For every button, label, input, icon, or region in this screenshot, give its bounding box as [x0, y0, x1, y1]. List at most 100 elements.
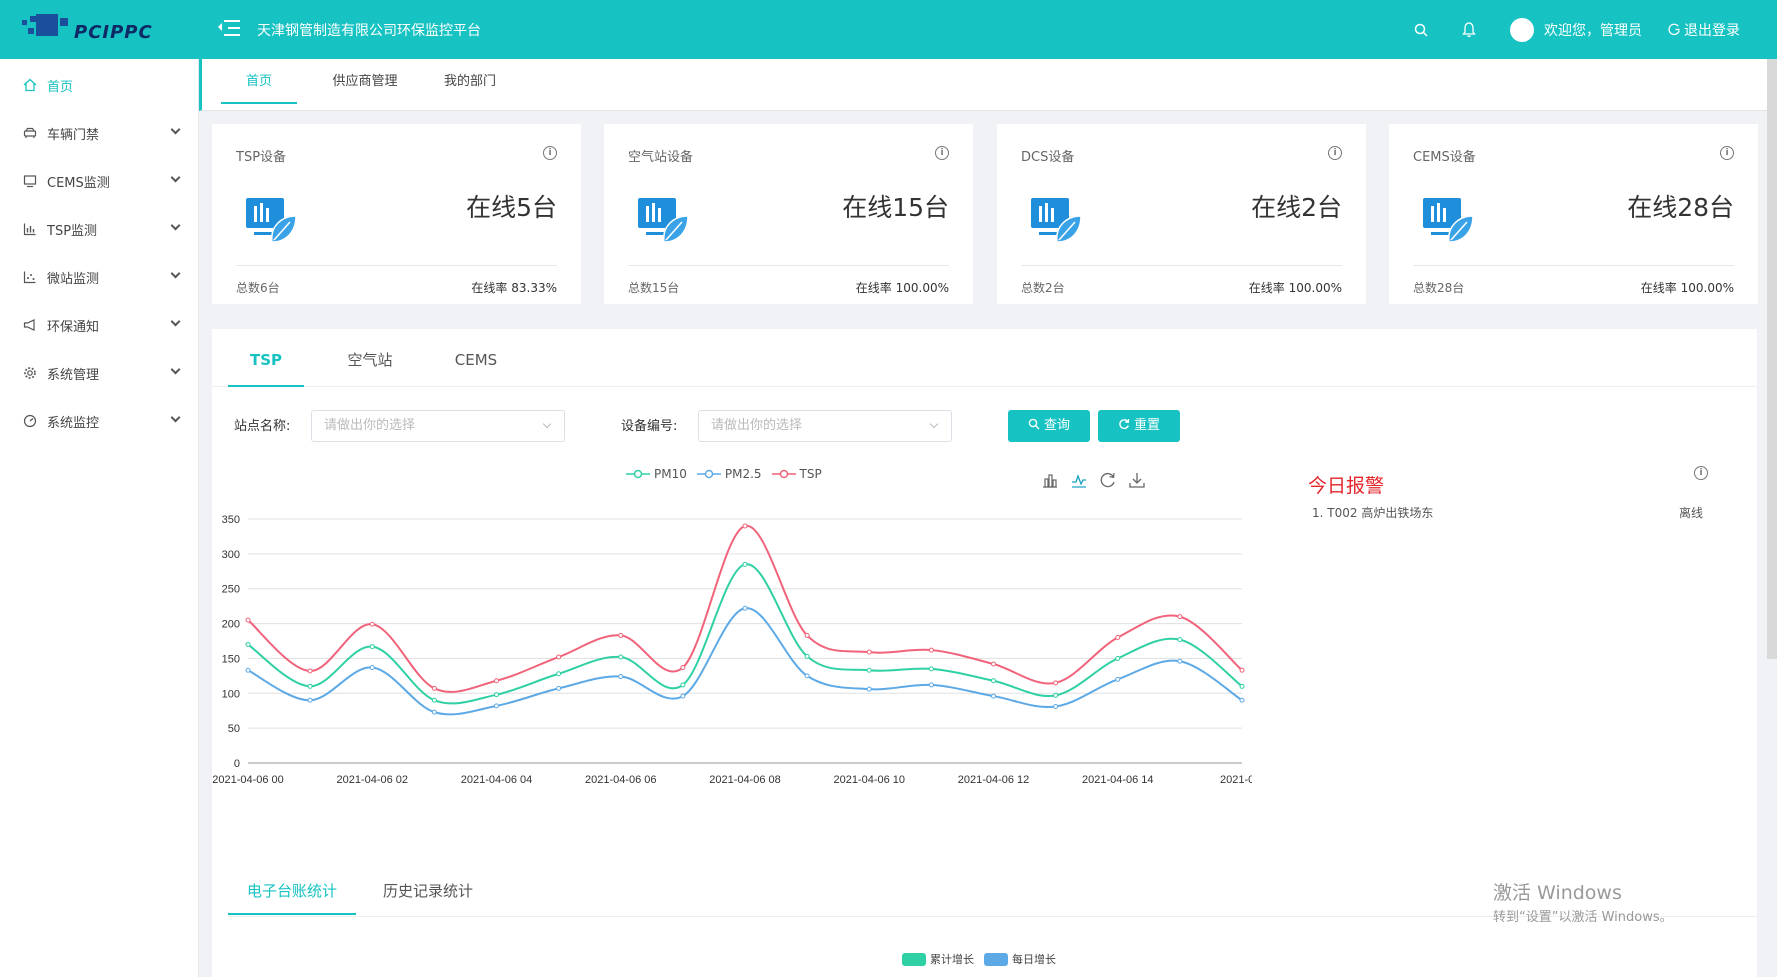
alarm-list-item[interactable]: 1. T002 高炉出铁场东	[1312, 506, 1434, 520]
data-point[interactable]	[431, 709, 437, 715]
data-point[interactable]	[1239, 697, 1245, 703]
data-point[interactable]	[431, 697, 437, 703]
data-point[interactable]	[307, 683, 313, 689]
sidebar-item-vehicle-access[interactable]: 车辆门禁	[0, 111, 199, 155]
data-point[interactable]	[680, 693, 686, 699]
data-point[interactable]	[866, 649, 872, 655]
data-point[interactable]	[742, 523, 748, 529]
download-icon[interactable]	[1128, 471, 1146, 489]
data-point[interactable]	[494, 678, 499, 684]
data-point[interactable]	[556, 685, 562, 691]
bar-chart-toggle-icon[interactable]	[1041, 471, 1059, 489]
data-point[interactable]	[1177, 637, 1183, 643]
data-point[interactable]	[991, 693, 996, 699]
tab-my-department[interactable]: 我的部门	[443, 74, 496, 89]
info-icon[interactable]: i	[935, 146, 949, 160]
restore-icon[interactable]	[1099, 471, 1117, 489]
sidebar-item-micro-station[interactable]: 微站监测	[0, 255, 199, 299]
info-icon[interactable]: i	[543, 146, 557, 160]
data-point[interactable]	[369, 644, 375, 650]
data-point[interactable]	[431, 685, 437, 691]
logout-button[interactable]: 退出登录	[1668, 0, 1740, 59]
tab-home[interactable]: 首页	[221, 59, 297, 104]
data-point[interactable]	[1177, 658, 1183, 664]
data-point[interactable]	[618, 674, 624, 680]
series-line-pm10[interactable]	[247, 563, 1243, 705]
query-button[interactable]: 查询	[1008, 410, 1090, 442]
data-point[interactable]	[1115, 655, 1121, 661]
tab-supplier-management[interactable]: 供应商管理	[332, 74, 398, 89]
data-point[interactable]	[1177, 614, 1183, 620]
sidebar-item-tsp[interactable]: TSP监测	[0, 207, 199, 251]
user-menu[interactable]: 欢迎您，管理员	[1510, 0, 1642, 59]
data-point[interactable]	[245, 667, 251, 673]
data-point[interactable]	[742, 605, 748, 611]
series-line-pm25[interactable]	[247, 607, 1243, 716]
sidebar-item-system-management[interactable]: 系统管理	[0, 351, 199, 395]
data-point[interactable]	[369, 621, 375, 627]
data-point[interactable]	[494, 703, 499, 709]
search-icon[interactable]	[1414, 0, 1428, 59]
data-point[interactable]	[618, 654, 624, 660]
data-point[interactable]	[928, 647, 934, 653]
data-point[interactable]	[307, 668, 313, 674]
reset-button[interactable]: 重置	[1098, 410, 1180, 442]
data-point[interactable]	[245, 641, 251, 647]
tab-tsp[interactable]: TSP	[228, 329, 304, 387]
data-point[interactable]	[804, 632, 810, 638]
data-point[interactable]	[742, 561, 748, 567]
data-point[interactable]	[494, 692, 499, 698]
site-name-select[interactable]: 请做出你的选择	[311, 410, 565, 442]
y-tick-label: 0	[234, 758, 240, 770]
data-point[interactable]	[680, 682, 686, 688]
data-point[interactable]	[618, 632, 624, 638]
info-icon[interactable]: i	[1328, 146, 1342, 160]
legend-item-pm25[interactable]: PM2.5	[696, 467, 762, 481]
data-point[interactable]	[245, 617, 251, 623]
info-icon[interactable]: i	[1694, 466, 1708, 480]
data-point[interactable]	[991, 678, 996, 684]
y-tick-label: 350	[222, 514, 240, 526]
data-point[interactable]	[369, 664, 375, 670]
data-point[interactable]	[928, 666, 934, 672]
top-header: PCIPPC 天津钢管制造有限公司环保监控平台 欢迎您，管理员 退出登录	[0, 0, 1777, 59]
tab-ledger-statistics[interactable]: 电子台账统计	[228, 867, 356, 915]
data-point[interactable]	[1115, 676, 1121, 682]
page-scrollbar[interactable]	[1767, 59, 1777, 659]
series-line-tsp[interactable]	[247, 524, 1243, 693]
line-chart-toggle-icon[interactable]	[1070, 471, 1088, 489]
data-point[interactable]	[928, 682, 934, 688]
device-number-select[interactable]: 请做出你的选择	[698, 410, 952, 442]
data-point[interactable]	[1053, 704, 1059, 710]
bell-icon[interactable]	[1462, 0, 1476, 59]
data-point[interactable]	[556, 671, 562, 677]
data-point[interactable]	[804, 653, 810, 659]
car-icon	[23, 127, 37, 138]
legend-item-tsp[interactable]: TSP	[771, 467, 822, 481]
legend-item-daily[interactable]: 每日增长	[984, 951, 1056, 967]
data-point[interactable]	[1053, 680, 1059, 686]
data-point[interactable]	[866, 686, 872, 692]
data-point[interactable]	[866, 667, 872, 673]
data-point[interactable]	[991, 661, 996, 667]
data-point[interactable]	[1239, 667, 1245, 673]
data-point[interactable]	[1239, 683, 1245, 689]
sidebar-item-system-monitor[interactable]: 系统监控	[0, 399, 199, 443]
data-point[interactable]	[1053, 692, 1059, 698]
sidebar: 首页 车辆门禁 CEMS监测 TSP监测 微站监测 环保通知 系统管理 系统监控	[0, 59, 199, 977]
data-point[interactable]	[1115, 635, 1121, 641]
legend-item-pm10[interactable]: PM10	[626, 467, 687, 481]
sidebar-item-cems[interactable]: CEMS监测	[0, 159, 199, 203]
tab-cems[interactable]: CEMS	[454, 351, 498, 369]
data-point[interactable]	[556, 654, 562, 660]
data-point[interactable]	[804, 673, 810, 679]
menu-toggle-icon[interactable]	[218, 18, 240, 38]
data-point[interactable]	[680, 664, 686, 670]
info-icon[interactable]: i	[1720, 146, 1734, 160]
tab-air-station[interactable]: 空气站	[347, 351, 393, 369]
sidebar-item-notification[interactable]: 环保通知	[0, 303, 199, 347]
data-point[interactable]	[307, 697, 313, 703]
tab-history-statistics[interactable]: 历史记录统计	[382, 882, 473, 900]
sidebar-item-home[interactable]: 首页	[0, 63, 199, 107]
legend-item-cumulative[interactable]: 累计增长	[902, 951, 974, 967]
